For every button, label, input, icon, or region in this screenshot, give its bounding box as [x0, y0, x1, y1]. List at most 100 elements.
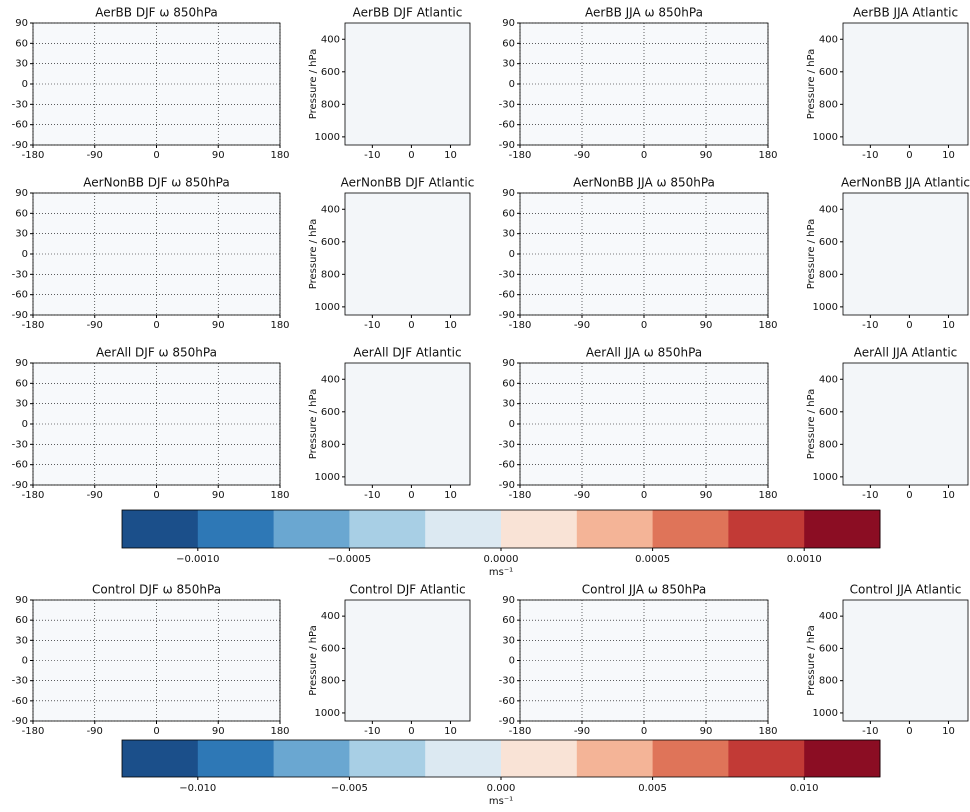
colorbar-swatch — [652, 510, 729, 548]
colorbar-swatch — [576, 740, 654, 777]
x-tick-label: 90 — [700, 320, 713, 331]
panel-title: AerNonBB DJF Atlantic — [341, 176, 475, 190]
x-tick-label: 180 — [758, 490, 777, 501]
plot-area — [842, 192, 969, 316]
y-tick-label: 800 — [819, 676, 838, 687]
x-tick-label: 10 — [444, 320, 457, 331]
x-tick-label: 0 — [641, 490, 647, 501]
y-axis-label: Pressure / hPa — [308, 219, 319, 289]
y-tick-label: 600 — [321, 643, 340, 654]
panel-title: AerNonBB DJF ω 850hPa — [83, 176, 229, 190]
panel-title: AerBB JJA ω 850hPa — [585, 6, 703, 20]
x-tick-label: -10 — [862, 150, 878, 161]
y-tick-label: 1000 — [315, 132, 340, 143]
panel-title: AerBB DJF Atlantic — [353, 6, 463, 20]
y-tick-label: 0 — [22, 419, 28, 430]
plot-area — [344, 22, 471, 146]
plot-area — [344, 362, 471, 486]
y-tick-label: 60 — [502, 38, 515, 49]
plot-area — [344, 192, 471, 316]
colorbar-swatch — [804, 510, 881, 548]
x-tick-label: 90 — [212, 150, 225, 161]
x-tick-label: -90 — [87, 726, 103, 737]
x-tick-label: 0 — [408, 726, 414, 737]
y-tick-label: 600 — [819, 407, 838, 418]
colorbar-tick-label: −0.010 — [179, 783, 216, 794]
x-tick-label: -180 — [22, 726, 45, 737]
x-tick-label: 10 — [942, 320, 955, 331]
y-tick-label: 400 — [321, 34, 340, 45]
x-tick-label: 0 — [906, 320, 912, 331]
x-tick-label: 10 — [444, 726, 457, 737]
x-tick-label: -180 — [22, 320, 45, 331]
y-tick-label: 400 — [321, 611, 340, 622]
y-tick-label: 60 — [15, 38, 28, 49]
x-tick-label: 0 — [153, 150, 159, 161]
y-tick-label: -30 — [499, 269, 515, 280]
y-tick-label: -30 — [499, 676, 515, 687]
colorbar-label: ms⁻¹ — [489, 567, 513, 578]
colorbar-swatch — [804, 740, 881, 777]
y-tick-label: 800 — [321, 99, 340, 110]
y-tick-label: 0 — [509, 419, 515, 430]
y-tick-label: 30 — [502, 59, 515, 70]
y-tick-label: 800 — [321, 269, 340, 280]
colorbar-swatch — [122, 510, 199, 548]
y-axis-label: Pressure / hPa — [806, 625, 817, 695]
y-tick-label: 30 — [15, 59, 28, 70]
y-tick-label: -30 — [499, 439, 515, 450]
colorbar-swatch — [273, 510, 350, 548]
panel-title: AerAll JJA Atlantic — [854, 346, 958, 360]
colorbar-swatch — [349, 510, 426, 548]
colorbar-label: ms⁻¹ — [489, 796, 513, 807]
panel-title: AerBB JJA Atlantic — [853, 6, 958, 20]
plot-area — [842, 362, 969, 486]
colorbar-swatch — [576, 510, 654, 548]
panel-title: AerNonBB JJA ω 850hPa — [573, 176, 715, 190]
y-tick-label: 400 — [819, 34, 838, 45]
y-tick-label: -90 — [499, 310, 515, 321]
x-tick-label: 10 — [942, 726, 955, 737]
y-tick-label: 400 — [819, 374, 838, 385]
x-tick-label: 90 — [700, 490, 713, 501]
y-tick-label: 30 — [15, 635, 28, 646]
x-tick-label: 0 — [641, 320, 647, 331]
y-tick-label: -90 — [499, 716, 515, 727]
x-tick-label: 180 — [270, 726, 289, 737]
y-tick-label: 600 — [819, 643, 838, 654]
panel-title: Control DJF Atlantic — [349, 583, 465, 597]
y-tick-label: 60 — [502, 208, 515, 219]
x-tick-label: 10 — [942, 150, 955, 161]
y-tick-label: 1000 — [315, 708, 340, 719]
y-tick-label: 0 — [22, 656, 28, 667]
colorbar-swatch — [728, 510, 805, 548]
x-tick-label: -90 — [574, 150, 590, 161]
panel-title: AerAll JJA ω 850hPa — [586, 346, 702, 360]
colorbar-swatch — [652, 740, 729, 777]
x-tick-label: -90 — [574, 320, 590, 331]
y-axis-label: Pressure / hPa — [308, 49, 319, 119]
x-tick-label: 180 — [758, 150, 777, 161]
x-tick-label: 0 — [906, 490, 912, 501]
y-axis-label: Pressure / hPa — [308, 625, 319, 695]
x-tick-label: -90 — [87, 490, 103, 501]
panel-title: AerAll DJF Atlantic — [353, 346, 461, 360]
panel-title: Control JJA Atlantic — [850, 583, 962, 597]
y-tick-label: 60 — [15, 208, 28, 219]
colorbar-swatch — [273, 740, 350, 777]
panel-title: AerBB DJF ω 850hPa — [95, 6, 218, 20]
y-tick-label: 1000 — [813, 708, 838, 719]
y-tick-label: 30 — [502, 229, 515, 240]
colorbar-swatch — [425, 510, 502, 548]
y-tick-label: -60 — [499, 120, 515, 131]
x-tick-label: 180 — [758, 726, 777, 737]
y-axis-label: Pressure / hPa — [806, 389, 817, 459]
x-tick-label: 10 — [444, 490, 457, 501]
y-tick-label: -60 — [499, 696, 515, 707]
y-tick-label: 400 — [819, 204, 838, 215]
colorbar-swatch — [197, 510, 275, 548]
y-tick-label: 90 — [502, 188, 515, 199]
y-tick-label: 0 — [22, 249, 28, 260]
x-tick-label: -180 — [509, 150, 532, 161]
x-tick-label: -10 — [364, 320, 380, 331]
